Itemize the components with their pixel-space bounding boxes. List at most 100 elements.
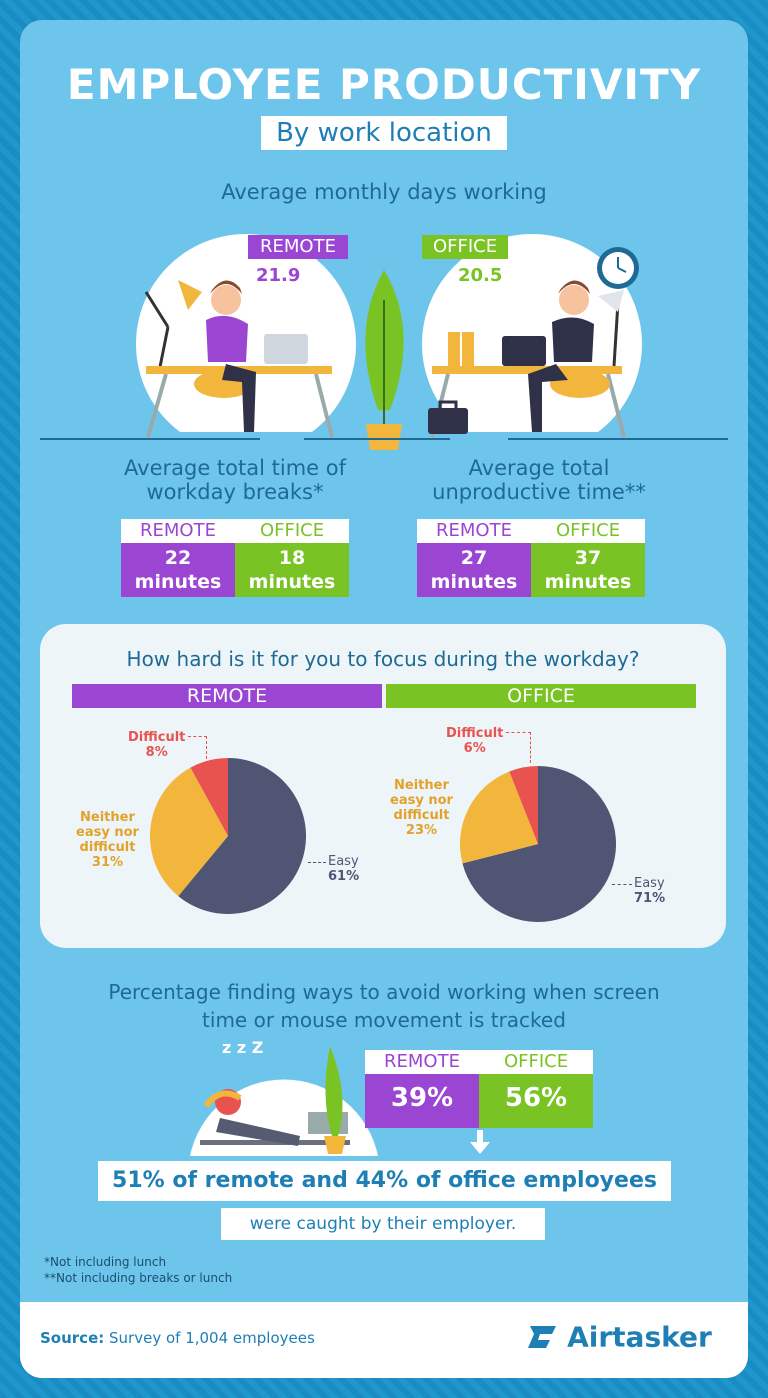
easy-slice bbox=[462, 766, 616, 922]
unproductive-heading-line1: Average total bbox=[468, 456, 610, 480]
office-easy-leader bbox=[612, 884, 632, 885]
source-label: Source: bbox=[40, 1329, 105, 1347]
unproductive-heading-line2: unproductive time** bbox=[432, 480, 646, 504]
difficult-slice bbox=[190, 758, 228, 836]
days-heading: Average monthly days working bbox=[221, 180, 547, 204]
airtasker-logo: Airtasker bbox=[526, 1320, 712, 1356]
floor-line bbox=[40, 438, 260, 440]
remote-easy-name: Easy bbox=[328, 854, 359, 869]
unproductive-office-header: OFFICE bbox=[531, 519, 645, 543]
office-neither-pct: 23% bbox=[405, 823, 438, 838]
tracking-office-header: OFFICE bbox=[479, 1050, 593, 1074]
office-pie-chart bbox=[460, 766, 616, 922]
focus-office-bar: OFFICE bbox=[386, 684, 696, 708]
caught-headline: 51% of remote and 44% of office employee… bbox=[98, 1161, 671, 1201]
airtasker-logo-text: Airtasker bbox=[567, 1320, 712, 1354]
page-title: EMPLOYEE PRODUCTIVITY bbox=[66, 60, 702, 109]
tracking-office-value: 56% bbox=[479, 1074, 593, 1128]
days-office-tag: OFFICE bbox=[422, 235, 508, 259]
breaks-office-value: 18 minutes bbox=[235, 543, 349, 597]
unproductive-office-num: 37 bbox=[574, 547, 602, 569]
remote-neither-label: Neither easy nor difficult 31% bbox=[76, 810, 139, 870]
remote-easy-label: Easy 61% bbox=[328, 854, 359, 884]
breaks-remote-header: REMOTE bbox=[121, 519, 235, 543]
breaks-table: REMOTE OFFICE 22 minutes 18 minutes bbox=[121, 519, 349, 597]
unproductive-office-value: 37 minutes bbox=[531, 543, 645, 597]
office-difficult-leader bbox=[506, 732, 531, 763]
remote-difficult-name: Difficult bbox=[128, 730, 186, 745]
floor-line bbox=[508, 438, 728, 440]
days-remote-tag: REMOTE bbox=[248, 235, 348, 259]
focus-question: How hard is it for you to focus during t… bbox=[126, 647, 640, 671]
office-worker-illustration bbox=[418, 234, 658, 462]
footnote-2: **Not including breaks or lunch bbox=[44, 1271, 233, 1285]
floor-line bbox=[304, 438, 450, 440]
office-easy-label: Easy 71% bbox=[634, 876, 665, 906]
remote-difficult-leader bbox=[188, 736, 207, 759]
neither-slice bbox=[149, 767, 228, 897]
office-difficult-pct: 6% bbox=[463, 741, 486, 756]
infographic-card: EMPLOYEE PRODUCTIVITY By work location A… bbox=[20, 20, 748, 1378]
office-difficult-label: Difficult 6% bbox=[446, 726, 503, 756]
remote-neither-l1: Neither bbox=[80, 810, 135, 825]
remote-easy-pct: 61% bbox=[328, 869, 360, 884]
neither-slice bbox=[460, 771, 538, 864]
office-difficult-name: Difficult bbox=[446, 726, 504, 741]
days-remote-value: 21.9 bbox=[256, 265, 301, 286]
remote-easy-leader bbox=[308, 862, 326, 863]
unproductive-remote-unit: minutes bbox=[430, 571, 518, 593]
footnotes: *Not including lunch **Not including bre… bbox=[44, 1254, 232, 1286]
breaks-heading-line1: Average total time of bbox=[124, 456, 346, 480]
breaks-heading: Average total time of workday breaks* bbox=[100, 456, 370, 504]
unproductive-remote-num: 27 bbox=[460, 547, 488, 569]
breaks-office-num: 18 bbox=[278, 547, 306, 569]
breaks-heading-line2: workday breaks* bbox=[146, 480, 324, 504]
page-subtitle: By work location bbox=[261, 116, 507, 150]
office-neither-l2: easy nor bbox=[390, 793, 453, 808]
easy-slice bbox=[178, 758, 306, 914]
breaks-remote-num: 22 bbox=[164, 547, 192, 569]
office-easy-name: Easy bbox=[634, 876, 665, 891]
tracking-heading: Percentage finding ways to avoid working… bbox=[20, 978, 748, 1034]
tracking-remote-value: 39% bbox=[365, 1074, 479, 1128]
breaks-office-header: OFFICE bbox=[235, 519, 349, 543]
focus-panel bbox=[40, 624, 726, 948]
office-neither-label: Neither easy nor difficult 23% bbox=[390, 778, 453, 838]
caught-subline: were caught by their employer. bbox=[221, 1208, 545, 1240]
unproductive-office-unit: minutes bbox=[544, 571, 632, 593]
sleep-z-text: z z Z bbox=[222, 1038, 264, 1057]
source-line: Source: Survey of 1,004 employees bbox=[40, 1329, 315, 1347]
remote-neither-pct: 31% bbox=[91, 855, 124, 870]
remote-worker-illustration bbox=[126, 234, 366, 462]
breaks-remote-value: 22 minutes bbox=[121, 543, 235, 597]
breaks-office-unit: minutes bbox=[248, 571, 336, 593]
remote-difficult-pct: 8% bbox=[145, 745, 168, 760]
airtasker-logo-icon bbox=[528, 1326, 556, 1348]
source-text: Survey of 1,004 employees bbox=[109, 1329, 315, 1347]
focus-remote-bar: REMOTE bbox=[72, 684, 382, 708]
footnote-1: *Not including lunch bbox=[44, 1255, 167, 1269]
office-easy-pct: 71% bbox=[634, 891, 666, 906]
down-arrow-icon bbox=[470, 1130, 490, 1154]
remote-neither-l3: difficult bbox=[79, 840, 136, 855]
remote-neither-l2: easy nor bbox=[76, 825, 139, 840]
unproductive-heading: Average total unproductive time** bbox=[404, 456, 674, 504]
briefcase-icon bbox=[428, 400, 468, 434]
unproductive-table: REMOTE OFFICE 27 minutes 37 minutes bbox=[417, 519, 645, 597]
difficult-slice bbox=[509, 766, 538, 844]
days-office-value: 20.5 bbox=[458, 265, 503, 286]
tracking-heading-line2: time or mouse movement is tracked bbox=[202, 1008, 566, 1032]
tracking-table: REMOTE OFFICE 39% 56% bbox=[365, 1050, 593, 1128]
office-neither-l1: Neither bbox=[394, 778, 449, 793]
clock-icon bbox=[597, 247, 639, 289]
sleeping-worker-illustration bbox=[190, 1046, 378, 1156]
tracking-remote-header: REMOTE bbox=[365, 1050, 479, 1074]
plant-illustration bbox=[365, 270, 404, 450]
unproductive-remote-header: REMOTE bbox=[417, 519, 531, 543]
remote-pie-chart bbox=[149, 758, 306, 914]
breaks-remote-unit: minutes bbox=[134, 571, 222, 593]
footer bbox=[20, 1302, 748, 1378]
tracking-heading-line1: Percentage finding ways to avoid working… bbox=[108, 980, 660, 1004]
office-neither-l3: difficult bbox=[393, 808, 450, 823]
remote-difficult-label: Difficult 8% bbox=[128, 730, 185, 760]
